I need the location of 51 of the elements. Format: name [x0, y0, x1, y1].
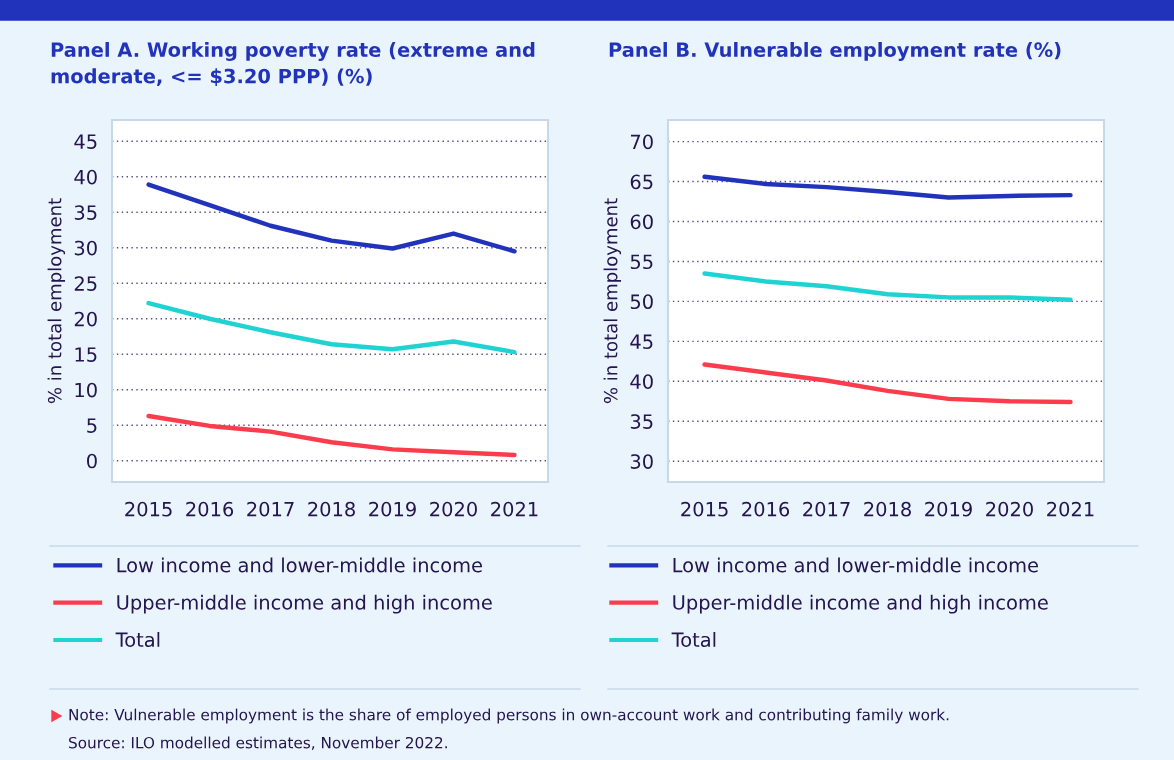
y-tick-label: 55: [630, 254, 653, 270]
y-tick-label: 40: [630, 374, 653, 389]
y-tick-label: 0: [87, 453, 97, 469]
line-series: [702, 271, 1073, 303]
x-tick-label: 2019: [369, 501, 416, 517]
y-tick-label: 35: [630, 414, 653, 429]
legend-label: Total: [115, 632, 160, 648]
y-tick-label: 25: [74, 276, 97, 291]
y-tick-label: 40: [74, 169, 97, 185]
y-tick-label: 15: [75, 347, 97, 362]
y-tick-label: 30: [630, 454, 653, 469]
x-tick-label: 2017: [803, 501, 850, 517]
line-series: [146, 413, 517, 458]
x-tick-label: 2016: [742, 501, 790, 517]
y-tick-label: 45: [74, 134, 97, 149]
x-tick-label: 2015: [125, 501, 172, 517]
line-series: [146, 182, 517, 254]
y-tick-label: 70: [630, 134, 653, 150]
y-axis-title: % in total employment: [47, 198, 66, 404]
x-tick-label: 2018: [864, 501, 911, 517]
legend-label: Low income and lower-middle income: [673, 557, 1038, 573]
text: Note: Vulnerable employment is the share of employed persons in own-account work and contributing family work.: [69, 708, 949, 724]
x-tick-label: 2021: [1047, 501, 1094, 517]
line-series: [702, 174, 1073, 200]
y-tick-label: 45: [630, 334, 653, 350]
y-tick-label: 60: [630, 214, 653, 230]
legend-label: Upper-middle income and high income: [673, 594, 1048, 614]
legend-label: Upper-middle income and high income: [117, 594, 492, 614]
chart-title: Panel B. Vulnerable employment rate (%): [609, 42, 1061, 61]
chart-title: Panel A. Working poverty rate (extreme and moderate, <= $3.20 PPP) (%): [51, 42, 535, 86]
x-tick-label: 2020: [430, 501, 477, 517]
x-tick-label: 2015: [681, 501, 728, 517]
legend-label: Low income and lower-middle income: [117, 557, 482, 573]
y-tick-label: 20: [74, 311, 97, 327]
y-tick-label: 65: [630, 174, 653, 190]
line-series: [702, 362, 1073, 405]
y-tick-label: 5: [87, 418, 97, 433]
y-axis-title: % in total employment: [603, 198, 622, 404]
y-tick-label: 35: [74, 205, 97, 220]
y-tick-label: 50: [630, 294, 653, 310]
legend-label: Total: [671, 632, 716, 648]
x-tick-label: 2021: [491, 501, 538, 517]
x-tick-label: 2018: [308, 501, 355, 517]
y-tick-label: 30: [74, 240, 97, 256]
x-tick-label: 2017: [247, 501, 294, 517]
line-series: [146, 300, 517, 355]
y-tick-label: 10: [75, 382, 97, 398]
source-note: Source: ILO modelled estimates, November 2022.: [69, 736, 447, 750]
x-tick-label: 2019: [925, 501, 972, 517]
x-tick-label: 2016: [186, 501, 234, 517]
x-tick-label: 2020: [986, 501, 1033, 517]
